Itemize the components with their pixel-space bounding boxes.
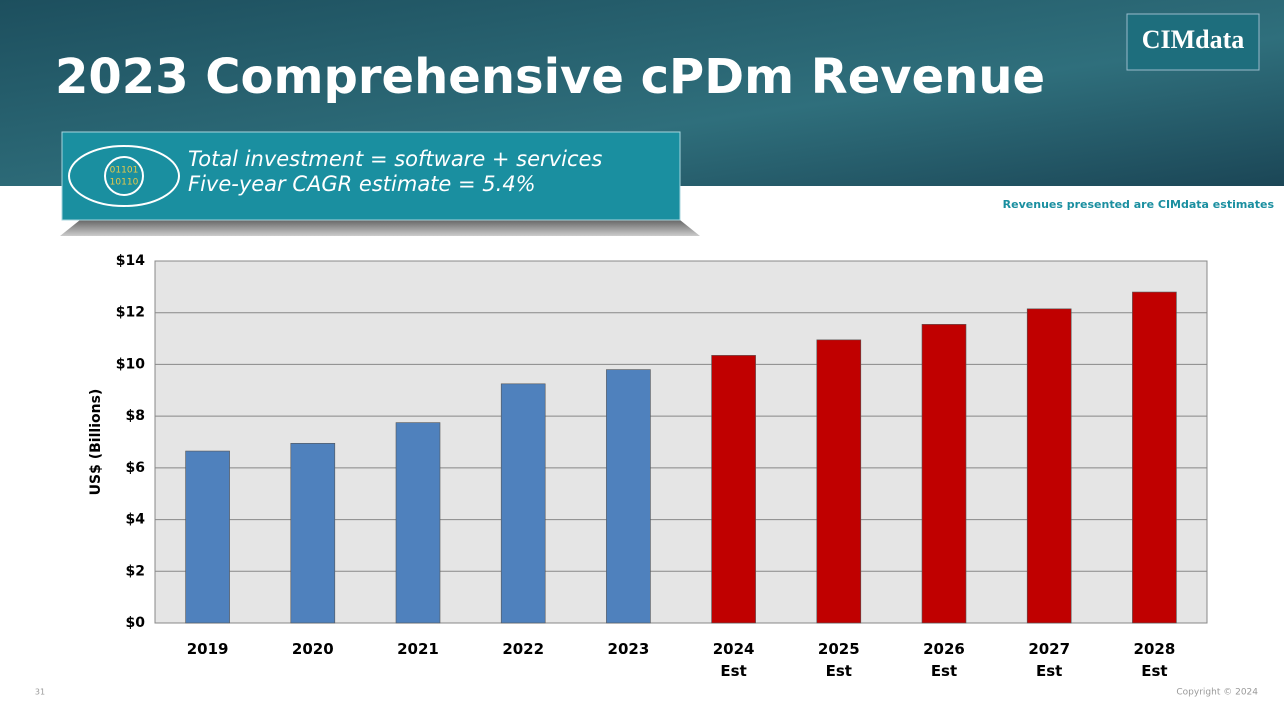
x-tick-label: 2022: [493, 638, 553, 660]
icon-text: 01101: [110, 166, 139, 176]
page-number: 31: [35, 688, 45, 697]
bar: [1132, 292, 1176, 623]
y-tick-label: $10: [116, 356, 145, 372]
callout-shadow: [60, 220, 700, 236]
bar: [186, 451, 230, 623]
copyright: Copyright © 2024: [1176, 688, 1258, 698]
bar: [291, 443, 335, 623]
bar: [817, 340, 861, 623]
bar: [712, 355, 756, 623]
bar: [606, 370, 650, 623]
slide-canvas: CIMdata 2023 Comprehensive cPDm Revenue …: [0, 0, 1284, 721]
note: Revenues presented are CIMdata estimates: [1003, 198, 1275, 211]
y-tick-label: $2: [126, 563, 145, 579]
x-tick-label: 2024 Est: [704, 638, 764, 682]
bar: [396, 423, 440, 623]
y-axis-title: US$ (Billions): [88, 389, 104, 496]
y-tick-label: $8: [126, 408, 145, 424]
x-tick-label: 2025 Est: [809, 638, 869, 682]
callout-line: Five-year CAGR estimate = 5.4%: [188, 172, 536, 196]
y-tick-label: $12: [116, 305, 145, 321]
callout-line: Total investment = software + services: [188, 147, 602, 171]
x-tick-label: 2021: [388, 638, 448, 660]
x-tick-label: 2026 Est: [914, 638, 974, 682]
slide: CIMdata 2023 Comprehensive cPDm Revenue …: [0, 0, 1284, 721]
slide-title: 2023 Comprehensive cPDm Revenue: [55, 49, 1045, 105]
x-tick-label: 2023: [598, 638, 658, 660]
logo: CIMdata: [1142, 25, 1245, 54]
y-tick-label: $0: [126, 615, 146, 631]
x-tick-label: 2028 Est: [1124, 638, 1184, 682]
bar: [1027, 309, 1071, 623]
bar: [501, 384, 545, 623]
y-tick-label: $4: [126, 512, 146, 528]
y-tick-label: $6: [126, 460, 145, 476]
x-tick-label: 2020: [283, 638, 343, 660]
x-tick-label: 2027 Est: [1019, 638, 1079, 682]
bar: [922, 324, 966, 623]
y-tick-label: $14: [116, 253, 145, 269]
icon-text: 10110: [110, 178, 139, 188]
x-tick-label: 2019: [178, 638, 238, 660]
